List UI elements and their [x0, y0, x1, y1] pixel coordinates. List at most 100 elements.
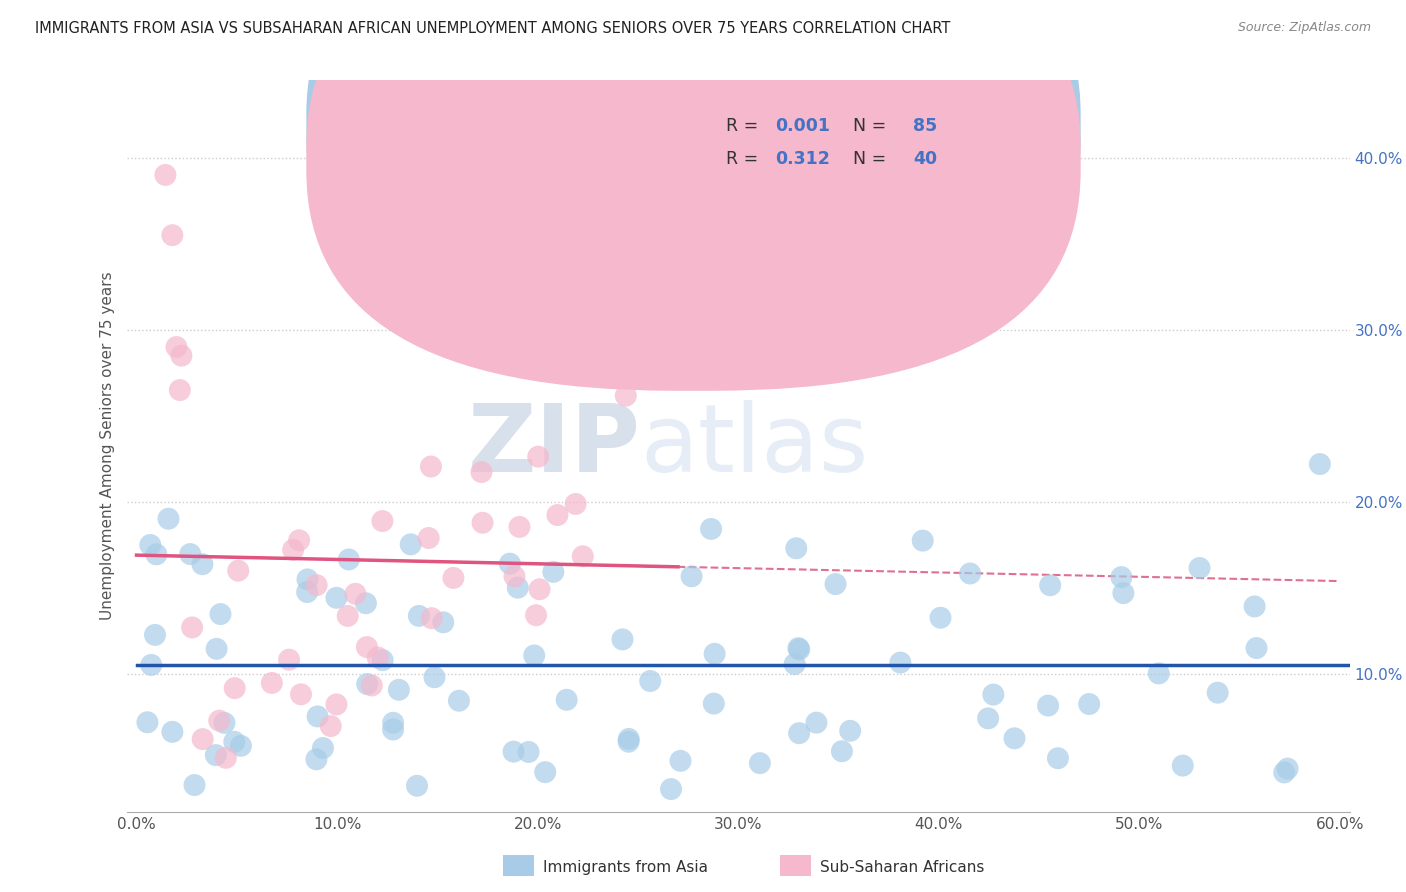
Text: Immigrants from Asia: Immigrants from Asia: [543, 860, 707, 874]
Point: [499, 557, 522, 571]
Point: [420, 459, 443, 474]
Point: [529, 582, 551, 597]
Point: [1171, 758, 1194, 772]
Text: 0.001: 0.001: [775, 118, 830, 136]
Point: [260, 676, 283, 690]
Point: [508, 520, 530, 534]
Point: [1243, 599, 1265, 614]
Point: [281, 542, 304, 557]
Point: [564, 497, 586, 511]
Point: [572, 549, 595, 564]
Point: [534, 765, 557, 780]
Point: [502, 745, 524, 759]
Point: [506, 581, 529, 595]
Point: [305, 752, 328, 766]
Point: [229, 739, 252, 753]
Point: [224, 735, 246, 749]
Point: [191, 557, 214, 571]
Point: [162, 724, 184, 739]
Text: R =: R =: [725, 118, 763, 136]
Point: [290, 687, 312, 701]
Text: atlas: atlas: [640, 400, 869, 492]
Point: [183, 778, 205, 792]
Text: 0.312: 0.312: [775, 150, 830, 168]
Point: [344, 587, 367, 601]
FancyBboxPatch shape: [652, 95, 952, 186]
Point: [1277, 762, 1299, 776]
Point: [418, 531, 440, 545]
Point: [617, 735, 640, 749]
Point: [408, 608, 430, 623]
Point: [337, 552, 360, 566]
Point: [524, 608, 547, 623]
Point: [432, 615, 454, 630]
Point: [371, 514, 394, 528]
Point: [319, 719, 342, 733]
Point: [209, 607, 232, 621]
Point: [517, 745, 540, 759]
Text: N =: N =: [842, 118, 891, 136]
Point: [169, 383, 191, 397]
Text: IMMIGRANTS FROM ASIA VS SUBSAHARAN AFRICAN UNEMPLOYMENT AMONG SENIORS OVER 75 YE: IMMIGRANTS FROM ASIA VS SUBSAHARAN AFRIC…: [35, 21, 950, 36]
Point: [1272, 765, 1295, 780]
Point: [399, 537, 422, 551]
Point: [748, 756, 770, 771]
Point: [157, 512, 180, 526]
Point: [226, 564, 249, 578]
Point: [325, 698, 347, 712]
Point: [179, 547, 201, 561]
Point: [617, 731, 640, 746]
Point: [356, 677, 378, 691]
Point: [527, 450, 550, 464]
Point: [783, 657, 806, 671]
Point: [136, 715, 159, 730]
Point: [614, 389, 637, 403]
Point: [441, 571, 464, 585]
Point: [354, 596, 377, 610]
Point: [806, 715, 828, 730]
Point: [208, 714, 231, 728]
Text: 40: 40: [912, 150, 938, 168]
Point: [787, 642, 810, 657]
Point: [143, 628, 166, 642]
Point: [371, 653, 394, 667]
Point: [288, 533, 311, 548]
Point: [423, 670, 446, 684]
Point: [162, 228, 184, 243]
FancyBboxPatch shape: [307, 0, 1081, 359]
Point: [1206, 686, 1229, 700]
Point: [638, 673, 661, 688]
Point: [1036, 698, 1059, 713]
Point: [382, 723, 405, 737]
Text: Source: ZipAtlas.com: Source: ZipAtlas.com: [1237, 21, 1371, 34]
Point: [1246, 641, 1268, 656]
Point: [831, 744, 853, 758]
Point: [681, 569, 703, 583]
Point: [325, 591, 347, 605]
Point: [523, 648, 546, 663]
Point: [215, 751, 238, 765]
Point: [1046, 751, 1069, 765]
Point: [1147, 666, 1170, 681]
Point: [420, 611, 443, 625]
Point: [181, 620, 204, 634]
Point: [543, 565, 565, 579]
Point: [360, 678, 382, 692]
Y-axis label: Unemployment Among Seniors over 75 years: Unemployment Among Seniors over 75 years: [100, 272, 115, 620]
Point: [204, 748, 226, 763]
Point: [1039, 578, 1062, 592]
Point: [1309, 457, 1331, 471]
Point: [295, 585, 318, 599]
Point: [785, 541, 807, 556]
Point: [787, 641, 810, 656]
Point: [471, 516, 494, 530]
Point: [305, 578, 328, 592]
Point: [1078, 697, 1101, 711]
Point: [503, 569, 526, 583]
Text: ZIP: ZIP: [467, 400, 640, 492]
Point: [787, 726, 810, 740]
Text: N =: N =: [842, 150, 891, 168]
Point: [669, 754, 692, 768]
Point: [911, 533, 934, 548]
Point: [297, 573, 319, 587]
